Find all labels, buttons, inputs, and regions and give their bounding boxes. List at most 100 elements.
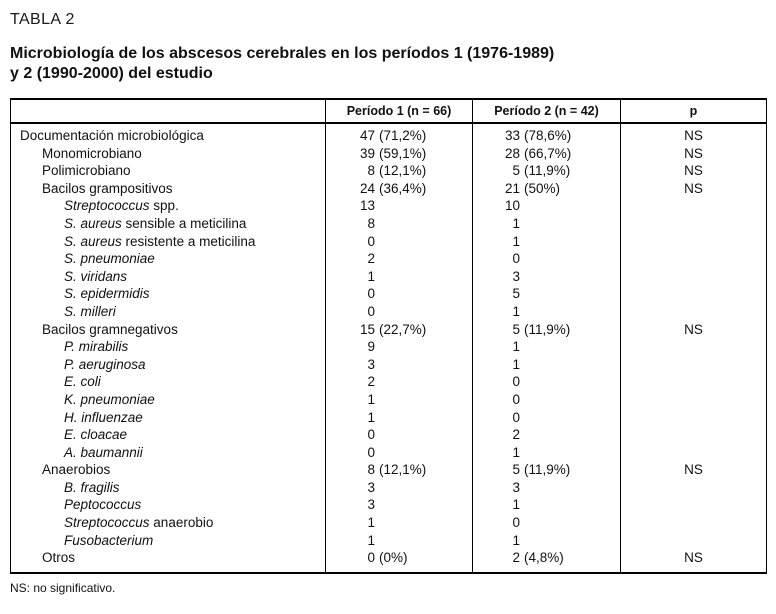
periodo2-count: 10 (504, 198, 520, 214)
periodo1-count: 0 (367, 303, 375, 319)
periodo1-percent: (12,1%) (379, 462, 427, 478)
organism-name-italic: S. aureus (64, 233, 122, 249)
periodo2-percent: (11,9%) (524, 321, 571, 337)
periodo2-count: 0 (512, 515, 520, 531)
periodo1-percent: (12,1%) (379, 163, 427, 179)
table-row: E. cloacae 0 2 (11, 426, 767, 444)
table-body: Documentación microbiológica 47 (71,2%) 3… (11, 123, 767, 573)
cell-organism-label: A. baumannii (11, 444, 326, 462)
table-number-label: TABLA 2 (10, 11, 75, 28)
periodo2-count: 1 (512, 444, 520, 460)
periodo1-count: 24 (359, 180, 375, 196)
cell-periodo1-value: 1 (325, 408, 473, 427)
cell-periodo2-value: 5 (11,9%) (472, 320, 621, 339)
periodo2-count: 5 (512, 321, 520, 337)
periodo2-percent: (4,8%) (524, 550, 564, 566)
cell-periodo1-value: 39 (59,1%) (325, 144, 473, 163)
periodo2-count: 1 (512, 497, 520, 513)
cell-periodo2-value: 2 (472, 426, 621, 444)
periodo2-count: 3 (512, 268, 520, 284)
cell-periodo1-value: 3 (325, 355, 473, 374)
cell-p-value (620, 408, 767, 427)
cell-organism-label: Peptococcus (11, 496, 326, 514)
periodo1-percent: (22,7%) (379, 321, 427, 337)
header-cell-periodo2: Período 2 (n = 42) (472, 99, 621, 124)
periodo1-count: 1 (367, 409, 375, 425)
periodo1-count: 1 (367, 268, 375, 284)
cell-organism-label: Streptococcus spp. (11, 197, 326, 215)
header-cell-periodo1: Período 1 (n = 66) (325, 99, 473, 124)
table-row: S. aureus sensible a meticilina 8 1 (11, 214, 767, 233)
cell-periodo1-value: 0 (325, 302, 473, 321)
cell-organism-label: S. viridans (11, 268, 326, 286)
table-title: Microbiología de los abscesos cerebrales… (10, 44, 750, 84)
periodo1-count: 3 (367, 479, 375, 495)
periodo2-count: 0 (512, 391, 520, 407)
cell-periodo1-value: 8 (325, 214, 473, 233)
organism-name-italic: S. aureus (64, 215, 122, 231)
table-row: P. mirabilis 9 1 (11, 338, 767, 356)
cell-organism-label: Anaerobios (11, 461, 326, 479)
header-cell-empty (10, 99, 326, 124)
periodo2-count: 21 (504, 180, 520, 196)
cell-p-value: NS (620, 461, 767, 479)
organism-name-regular: Documentación microbiológica (20, 128, 204, 143)
periodo1-count: 3 (367, 497, 375, 513)
periodo2-count: 1 (512, 303, 520, 319)
cell-periodo2-value: 0 (472, 390, 621, 409)
organism-name-italic: Streptococcus (64, 515, 150, 531)
periodo2-count: 0 (512, 374, 520, 390)
cell-periodo2-value: 21 (50%) (472, 179, 621, 198)
table-row: S. epidermidis 0 5 (11, 285, 767, 303)
cell-p-value (620, 514, 767, 532)
organism-name-italic: E. cloacae (64, 427, 128, 443)
cell-organism-label: Bacilos gramnegativos (11, 321, 326, 339)
organism-name-regular: sensible a meticilina (121, 215, 247, 231)
cell-p-value: NS (620, 179, 767, 198)
periodo1-count: 2 (367, 374, 375, 390)
organism-name-regular: Monomicrobiano (42, 145, 142, 161)
cell-p-value: NS (620, 549, 767, 573)
cell-periodo1-value: 0 (0%) (325, 549, 473, 573)
organism-name-italic: S. epidermidis (64, 286, 150, 302)
table-row: S. pneumoniae 2 0 (11, 250, 767, 268)
organism-name-italic: H. influenzae (64, 409, 143, 425)
cell-p-value (620, 426, 767, 444)
cell-p-value (620, 496, 767, 515)
cell-periodo1-value: 24 (36,4%) (325, 179, 473, 198)
organism-name-italic: S. pneumoniae (64, 251, 155, 267)
cell-p-value (620, 478, 767, 497)
cell-organism-label: Polimicrobiano (11, 162, 326, 180)
cell-organism-label: Streptococcus anaerobio (11, 514, 326, 532)
cell-periodo2-value: 1 (472, 496, 621, 515)
cell-periodo1-value: 13 (325, 197, 473, 215)
periodo1-count: 1 (367, 532, 375, 548)
organism-name-italic: S. viridans (64, 268, 128, 284)
organism-name-regular: Anaerobios (42, 462, 111, 478)
organism-name-italic: Streptococcus (64, 198, 150, 214)
cell-organism-label: P. mirabilis (11, 338, 326, 356)
periodo1-count: 2 (367, 251, 375, 267)
table-row: B. fragilis 3 3 (11, 478, 767, 497)
document-page: TABLA 2 Microbiología de los abscesos ce… (10, 11, 767, 595)
organism-name-regular: Otros (42, 550, 76, 566)
cell-organism-label: Otros (11, 549, 326, 573)
periodo1-count: 47 (359, 128, 375, 143)
organism-name-italic: E. coli (64, 374, 101, 390)
cell-periodo2-value: 1 (472, 531, 621, 550)
cell-organism-label: S. epidermidis (11, 285, 326, 303)
periodo1-count: 13 (359, 198, 375, 214)
cell-p-value: NS (620, 162, 767, 180)
table-row: Streptococcus spp. 13 10 (11, 197, 767, 215)
cell-periodo2-value: 1 (472, 232, 621, 251)
periodo2-count: 0 (512, 409, 520, 425)
cell-p-value (620, 214, 767, 233)
table-row: Streptococcus anaerobio 1 0 (11, 514, 767, 532)
cell-periodo1-value: 15 (22,7%) (325, 320, 473, 339)
cell-periodo1-value: 0 (325, 443, 473, 462)
cell-periodo2-value: 0 (472, 373, 621, 391)
periodo1-count: 8 (367, 215, 375, 231)
cell-organism-label: H. influenzae (11, 409, 326, 427)
periodo2-percent: (11,9%) (524, 163, 571, 179)
periodo1-count: 8 (367, 462, 375, 478)
